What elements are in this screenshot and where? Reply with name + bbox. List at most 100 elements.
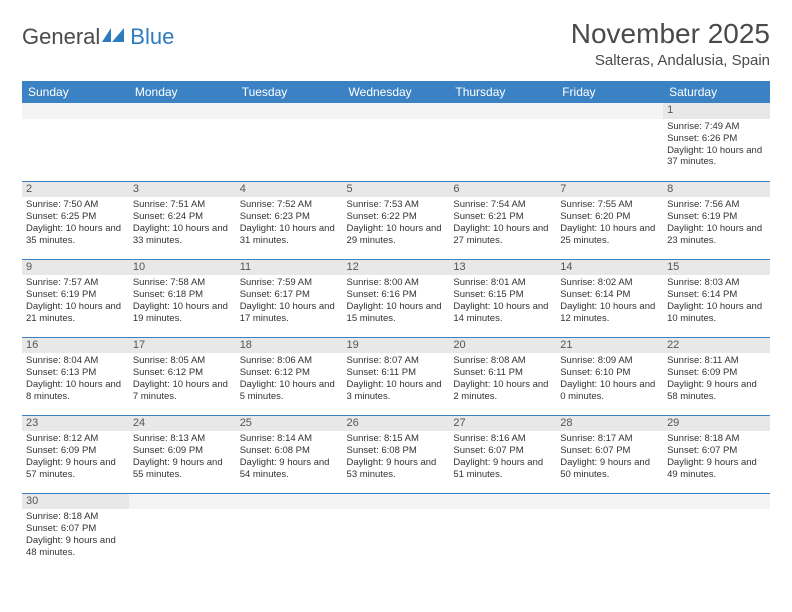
day-header: Tuesday — [236, 81, 343, 103]
day-header-row: SundayMondayTuesdayWednesdayThursdayFrid… — [22, 81, 770, 103]
sunset-line: Sunset: 6:07 PM — [453, 445, 552, 457]
daylight-line: Daylight: 10 hours and 35 minutes. — [26, 223, 125, 247]
sunrise-line: Sunrise: 7:51 AM — [133, 199, 232, 211]
day-number: 2 — [22, 182, 129, 198]
day-header: Thursday — [449, 81, 556, 103]
daylight-line: Daylight: 10 hours and 17 minutes. — [240, 301, 339, 325]
day-number: 29 — [663, 416, 770, 432]
sunrise-line: Sunrise: 8:06 AM — [240, 355, 339, 367]
daylight-line: Daylight: 10 hours and 33 minutes. — [133, 223, 232, 247]
day-header: Friday — [556, 81, 663, 103]
day-number — [343, 103, 450, 119]
daylight-line: Daylight: 10 hours and 10 minutes. — [667, 301, 766, 325]
sunrise-line: Sunrise: 8:16 AM — [453, 433, 552, 445]
sunset-line: Sunset: 6:25 PM — [26, 211, 125, 223]
calendar-cell: 14Sunrise: 8:02 AMSunset: 6:14 PMDayligh… — [556, 259, 663, 337]
daylight-line: Daylight: 10 hours and 27 minutes. — [453, 223, 552, 247]
sunset-line: Sunset: 6:18 PM — [133, 289, 232, 301]
calendar-cell: 22Sunrise: 8:11 AMSunset: 6:09 PMDayligh… — [663, 337, 770, 415]
day-number: 28 — [556, 416, 663, 432]
day-number: 9 — [22, 260, 129, 276]
daylight-line: Daylight: 9 hours and 51 minutes. — [453, 457, 552, 481]
sunset-line: Sunset: 6:12 PM — [240, 367, 339, 379]
day-number: 26 — [343, 416, 450, 432]
calendar-cell — [129, 493, 236, 571]
sunset-line: Sunset: 6:07 PM — [560, 445, 659, 457]
calendar-cell: 6Sunrise: 7:54 AMSunset: 6:21 PMDaylight… — [449, 181, 556, 259]
sunset-line: Sunset: 6:19 PM — [667, 211, 766, 223]
sunset-line: Sunset: 6:20 PM — [560, 211, 659, 223]
calendar-cell — [129, 103, 236, 181]
day-number — [343, 494, 450, 510]
sunset-line: Sunset: 6:07 PM — [26, 523, 125, 535]
calendar-cell: 3Sunrise: 7:51 AMSunset: 6:24 PMDaylight… — [129, 181, 236, 259]
day-number — [556, 494, 663, 510]
sunset-line: Sunset: 6:09 PM — [667, 367, 766, 379]
calendar-cell — [22, 103, 129, 181]
calendar-cell — [556, 493, 663, 571]
calendar-cell: 23Sunrise: 8:12 AMSunset: 6:09 PMDayligh… — [22, 415, 129, 493]
day-number: 16 — [22, 338, 129, 354]
daylight-line: Daylight: 10 hours and 25 minutes. — [560, 223, 659, 247]
daylight-line: Daylight: 10 hours and 37 minutes. — [667, 145, 766, 169]
sunrise-line: Sunrise: 8:02 AM — [560, 277, 659, 289]
calendar-cell: 17Sunrise: 8:05 AMSunset: 6:12 PMDayligh… — [129, 337, 236, 415]
day-number: 27 — [449, 416, 556, 432]
daylight-line: Daylight: 10 hours and 2 minutes. — [453, 379, 552, 403]
calendar-cell — [343, 103, 450, 181]
day-number: 30 — [22, 494, 129, 510]
calendar-cell: 8Sunrise: 7:56 AMSunset: 6:19 PMDaylight… — [663, 181, 770, 259]
calendar-cell: 27Sunrise: 8:16 AMSunset: 6:07 PMDayligh… — [449, 415, 556, 493]
day-number: 5 — [343, 182, 450, 198]
sunrise-line: Sunrise: 8:17 AM — [560, 433, 659, 445]
calendar-cell: 26Sunrise: 8:15 AMSunset: 6:08 PMDayligh… — [343, 415, 450, 493]
sunrise-line: Sunrise: 7:52 AM — [240, 199, 339, 211]
logo-text-blue: Blue — [130, 24, 174, 50]
sunset-line: Sunset: 6:08 PM — [240, 445, 339, 457]
day-number — [129, 494, 236, 510]
calendar-week: 2Sunrise: 7:50 AMSunset: 6:25 PMDaylight… — [22, 181, 770, 259]
day-header: Wednesday — [343, 81, 450, 103]
location: Salteras, Andalusia, Spain — [571, 52, 770, 69]
calendar-cell: 24Sunrise: 8:13 AMSunset: 6:09 PMDayligh… — [129, 415, 236, 493]
day-number: 7 — [556, 182, 663, 198]
sunset-line: Sunset: 6:10 PM — [560, 367, 659, 379]
daylight-line: Daylight: 9 hours and 49 minutes. — [667, 457, 766, 481]
sunrise-line: Sunrise: 7:49 AM — [667, 121, 766, 133]
calendar-cell — [236, 103, 343, 181]
day-number: 6 — [449, 182, 556, 198]
daylight-line: Daylight: 10 hours and 31 minutes. — [240, 223, 339, 247]
daylight-line: Daylight: 10 hours and 19 minutes. — [133, 301, 232, 325]
month-title: November 2025 — [571, 18, 770, 50]
calendar-week: 30Sunrise: 8:18 AMSunset: 6:07 PMDayligh… — [22, 493, 770, 571]
calendar-cell: 20Sunrise: 8:08 AMSunset: 6:11 PMDayligh… — [449, 337, 556, 415]
day-number: 12 — [343, 260, 450, 276]
day-number: 10 — [129, 260, 236, 276]
sunset-line: Sunset: 6:22 PM — [347, 211, 446, 223]
sunrise-line: Sunrise: 8:09 AM — [560, 355, 659, 367]
calendar-cell: 11Sunrise: 7:59 AMSunset: 6:17 PMDayligh… — [236, 259, 343, 337]
flag-icon — [102, 24, 128, 50]
daylight-line: Daylight: 9 hours and 53 minutes. — [347, 457, 446, 481]
calendar-cell: 10Sunrise: 7:58 AMSunset: 6:18 PMDayligh… — [129, 259, 236, 337]
day-number: 20 — [449, 338, 556, 354]
day-number — [449, 103, 556, 119]
calendar-cell: 5Sunrise: 7:53 AMSunset: 6:22 PMDaylight… — [343, 181, 450, 259]
sunset-line: Sunset: 6:16 PM — [347, 289, 446, 301]
day-number: 17 — [129, 338, 236, 354]
daylight-line: Daylight: 10 hours and 21 minutes. — [26, 301, 125, 325]
sunrise-line: Sunrise: 7:57 AM — [26, 277, 125, 289]
sunset-line: Sunset: 6:11 PM — [453, 367, 552, 379]
day-number: 23 — [22, 416, 129, 432]
sunrise-line: Sunrise: 8:13 AM — [133, 433, 232, 445]
day-number: 15 — [663, 260, 770, 276]
sunset-line: Sunset: 6:15 PM — [453, 289, 552, 301]
sunset-line: Sunset: 6:11 PM — [347, 367, 446, 379]
logo-text-general: General — [22, 24, 100, 50]
day-number — [556, 103, 663, 119]
sunset-line: Sunset: 6:08 PM — [347, 445, 446, 457]
sunrise-line: Sunrise: 8:15 AM — [347, 433, 446, 445]
sunset-line: Sunset: 6:23 PM — [240, 211, 339, 223]
calendar-cell: 9Sunrise: 7:57 AMSunset: 6:19 PMDaylight… — [22, 259, 129, 337]
day-number: 11 — [236, 260, 343, 276]
